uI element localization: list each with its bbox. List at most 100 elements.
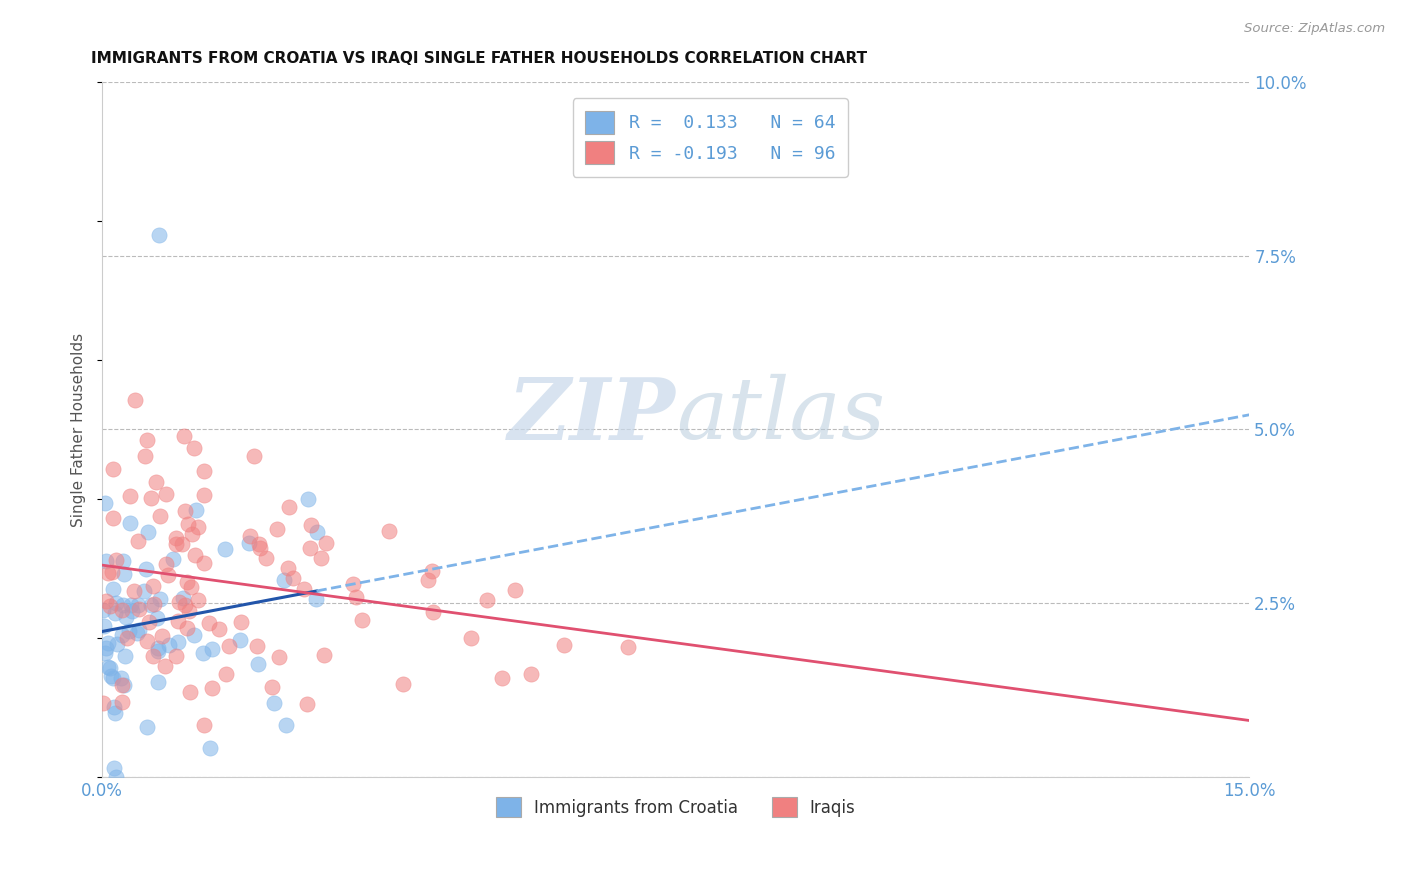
Point: [350, 613, 373, 627]
Point: [104, 606, 127, 620]
Point: [103, 700, 125, 714]
Point: [418, 573, 440, 587]
Point: [138, 615, 160, 629]
Point: [183, 628, 205, 642]
Point: [173, 429, 195, 443]
Point: [201, 681, 224, 695]
Point: [114, 649, 136, 664]
Point: [193, 556, 215, 570]
Point: [97, 636, 120, 650]
Point: [94, 496, 117, 510]
Point: [342, 576, 364, 591]
Point: [198, 741, 221, 756]
Point: [148, 227, 170, 242]
Point: [134, 449, 156, 463]
Point: [132, 584, 155, 599]
Text: ZIP: ZIP: [508, 374, 676, 458]
Point: [167, 595, 190, 609]
Point: [143, 597, 166, 611]
Point: [105, 636, 128, 650]
Point: [477, 593, 499, 607]
Point: [103, 761, 125, 775]
Point: [243, 449, 266, 463]
Point: [273, 573, 295, 587]
Point: [553, 638, 575, 652]
Point: [315, 536, 337, 550]
Point: [215, 667, 238, 681]
Point: [266, 522, 288, 536]
Point: [246, 639, 269, 653]
Point: [247, 657, 270, 671]
Point: [136, 720, 159, 734]
Point: [503, 583, 526, 598]
Point: [115, 631, 138, 645]
Point: [187, 520, 209, 534]
Point: [297, 491, 319, 506]
Point: [183, 442, 205, 456]
Point: [139, 598, 162, 612]
Point: [193, 646, 215, 660]
Point: [91, 696, 114, 710]
Point: [186, 503, 208, 517]
Point: [165, 648, 187, 663]
Point: [98, 599, 121, 613]
Point: [180, 527, 202, 541]
Point: [149, 508, 172, 523]
Point: [97, 659, 120, 673]
Point: [283, 571, 305, 585]
Point: [122, 583, 145, 598]
Point: [344, 590, 367, 604]
Point: [96, 640, 118, 655]
Point: [104, 770, 127, 784]
Point: [312, 648, 335, 662]
Point: [104, 596, 127, 610]
Point: [114, 678, 136, 692]
Point: [155, 487, 177, 501]
Legend: Immigrants from Croatia, Iraqis: Immigrants from Croatia, Iraqis: [489, 790, 862, 824]
Point: [249, 541, 271, 556]
Point: [112, 566, 135, 581]
Point: [200, 641, 222, 656]
Point: [135, 634, 157, 648]
Point: [247, 537, 270, 551]
Point: [146, 640, 169, 655]
Point: [112, 598, 135, 612]
Point: [184, 548, 207, 562]
Point: [422, 605, 444, 619]
Point: [174, 504, 197, 518]
Point: [104, 553, 127, 567]
Point: [218, 640, 240, 654]
Point: [193, 464, 215, 478]
Point: [176, 622, 198, 636]
Point: [94, 554, 117, 568]
Point: [120, 516, 142, 530]
Point: [124, 392, 146, 407]
Point: [254, 551, 277, 566]
Point: [145, 475, 167, 489]
Point: [94, 646, 117, 660]
Point: [98, 661, 121, 675]
Point: [193, 718, 215, 732]
Point: [141, 491, 163, 505]
Point: [111, 603, 134, 617]
Point: [162, 551, 184, 566]
Point: [176, 574, 198, 589]
Point: [111, 677, 134, 691]
Point: [229, 633, 252, 648]
Point: [153, 658, 176, 673]
Point: [174, 598, 197, 612]
Point: [193, 488, 215, 502]
Point: [165, 537, 187, 551]
Point: [148, 674, 170, 689]
Point: [118, 490, 141, 504]
Point: [125, 625, 148, 640]
Point: [166, 635, 188, 649]
Point: [263, 696, 285, 710]
Point: [146, 643, 169, 657]
Point: [142, 579, 165, 593]
Point: [115, 610, 138, 624]
Point: [110, 695, 132, 709]
Point: [165, 531, 187, 545]
Point: [101, 462, 124, 476]
Point: [128, 601, 150, 615]
